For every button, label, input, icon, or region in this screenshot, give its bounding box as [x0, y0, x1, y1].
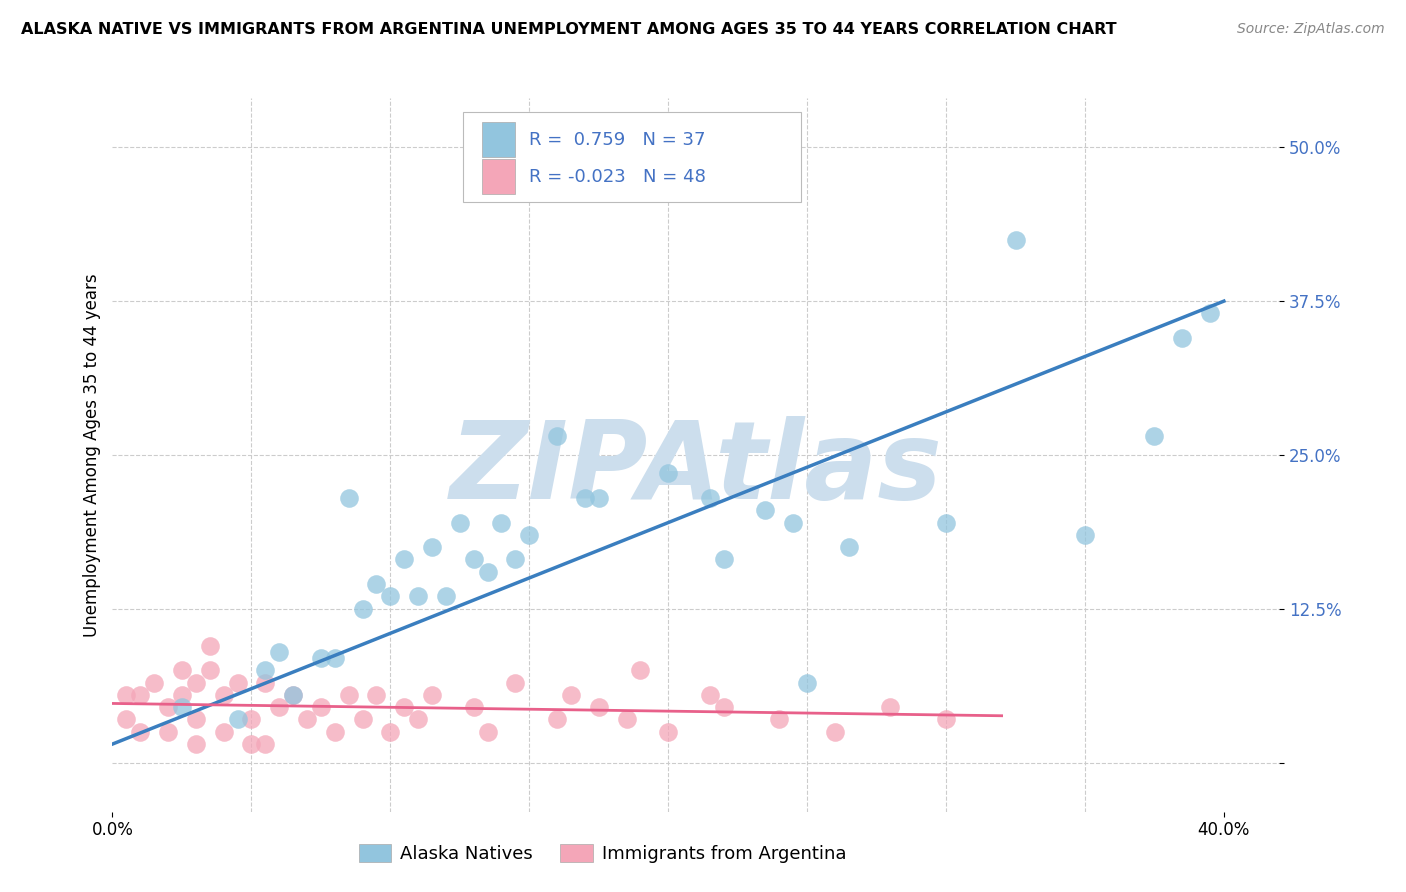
- Point: [129, 688, 152, 702]
- Point: [505, 675, 527, 690]
- Point: [434, 590, 457, 604]
- Point: [699, 688, 721, 702]
- Point: [796, 675, 818, 690]
- Point: [226, 675, 249, 690]
- Point: [143, 675, 166, 690]
- Text: Source: ZipAtlas.com: Source: ZipAtlas.com: [1237, 22, 1385, 37]
- Point: [420, 540, 443, 554]
- Point: [1143, 429, 1166, 443]
- Point: [406, 590, 429, 604]
- Point: [281, 688, 304, 702]
- Point: [309, 700, 332, 714]
- Y-axis label: Unemployment Among Ages 35 to 44 years: Unemployment Among Ages 35 to 44 years: [83, 273, 101, 637]
- Point: [713, 700, 735, 714]
- Point: [628, 663, 651, 677]
- Point: [463, 552, 485, 566]
- Point: [1199, 306, 1222, 320]
- Point: [240, 737, 263, 751]
- Point: [517, 528, 540, 542]
- Point: [198, 639, 221, 653]
- Point: [170, 688, 193, 702]
- Point: [352, 601, 374, 615]
- Point: [713, 552, 735, 566]
- Point: [449, 516, 471, 530]
- Point: [546, 713, 568, 727]
- Point: [269, 700, 291, 714]
- Point: [269, 645, 291, 659]
- Point: [184, 737, 207, 751]
- Point: [754, 503, 776, 517]
- Point: [657, 467, 679, 481]
- Text: ALASKA NATIVE VS IMMIGRANTS FROM ARGENTINA UNEMPLOYMENT AMONG AGES 35 TO 44 YEAR: ALASKA NATIVE VS IMMIGRANTS FROM ARGENTI…: [21, 22, 1116, 37]
- Point: [588, 700, 610, 714]
- Text: R =  0.759   N = 37: R = 0.759 N = 37: [529, 130, 706, 148]
- Text: ZIPAtlas: ZIPAtlas: [450, 417, 942, 522]
- Point: [935, 713, 957, 727]
- Legend: Alaska Natives, Immigrants from Argentina: Alaska Natives, Immigrants from Argentin…: [352, 837, 853, 871]
- FancyBboxPatch shape: [463, 112, 801, 202]
- Point: [170, 663, 193, 677]
- Point: [198, 663, 221, 677]
- Point: [380, 724, 402, 739]
- Point: [254, 663, 277, 677]
- Point: [380, 590, 402, 604]
- Point: [157, 700, 180, 714]
- Point: [477, 565, 499, 579]
- Point: [699, 491, 721, 505]
- Point: [838, 540, 860, 554]
- Point: [935, 516, 957, 530]
- Point: [281, 688, 304, 702]
- Point: [170, 700, 193, 714]
- Point: [366, 577, 388, 591]
- Point: [505, 552, 527, 566]
- Point: [254, 675, 277, 690]
- Point: [212, 688, 235, 702]
- Point: [240, 713, 263, 727]
- Point: [879, 700, 901, 714]
- Text: R = -0.023   N = 48: R = -0.023 N = 48: [529, 168, 706, 186]
- Bar: [482, 160, 515, 194]
- Point: [337, 688, 360, 702]
- Point: [115, 713, 138, 727]
- Point: [588, 491, 610, 505]
- Point: [657, 724, 679, 739]
- Bar: [482, 122, 515, 157]
- Point: [392, 700, 416, 714]
- Point: [782, 516, 804, 530]
- Point: [477, 724, 499, 739]
- Point: [491, 516, 513, 530]
- Point: [254, 737, 277, 751]
- Point: [352, 713, 374, 727]
- Point: [295, 713, 318, 727]
- Point: [406, 713, 429, 727]
- Point: [1171, 331, 1194, 345]
- Point: [1074, 528, 1097, 542]
- Point: [309, 651, 332, 665]
- Point: [226, 713, 249, 727]
- Point: [824, 724, 846, 739]
- Point: [323, 724, 346, 739]
- Point: [768, 713, 790, 727]
- Point: [323, 651, 346, 665]
- Point: [463, 700, 485, 714]
- Point: [115, 688, 138, 702]
- Point: [616, 713, 638, 727]
- Point: [392, 552, 416, 566]
- Point: [574, 491, 596, 505]
- Point: [420, 688, 443, 702]
- Point: [366, 688, 388, 702]
- Point: [184, 675, 207, 690]
- Point: [212, 724, 235, 739]
- Point: [157, 724, 180, 739]
- Point: [129, 724, 152, 739]
- Point: [1004, 233, 1026, 247]
- Point: [560, 688, 582, 702]
- Point: [337, 491, 360, 505]
- Point: [546, 429, 568, 443]
- Point: [184, 713, 207, 727]
